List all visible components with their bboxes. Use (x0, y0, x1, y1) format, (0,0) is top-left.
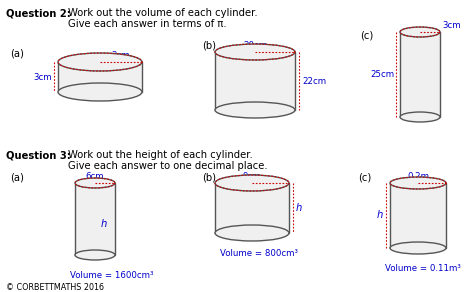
Text: 6cm: 6cm (86, 172, 104, 181)
Text: (b): (b) (202, 40, 216, 50)
Text: h: h (377, 211, 383, 220)
Text: Work out the height of each cylinder.: Work out the height of each cylinder. (68, 150, 253, 160)
Ellipse shape (390, 242, 446, 254)
Text: (b): (b) (202, 173, 216, 183)
Ellipse shape (75, 178, 115, 188)
Text: (c): (c) (358, 173, 371, 183)
Bar (215, 183, 289, 233)
Ellipse shape (215, 44, 295, 60)
Text: 2cm: 2cm (112, 51, 130, 60)
Ellipse shape (215, 102, 295, 118)
Ellipse shape (400, 27, 440, 37)
Text: Give each answer in terms of π.: Give each answer in terms of π. (68, 19, 227, 29)
Text: Volume = 800cm³: Volume = 800cm³ (220, 249, 298, 258)
Text: 9cm: 9cm (243, 172, 261, 181)
Bar (58, 62, 142, 92)
Ellipse shape (400, 112, 440, 122)
Text: 3cm: 3cm (33, 72, 52, 81)
Text: Give each answer to one decimal place.: Give each answer to one decimal place. (68, 161, 268, 171)
Text: Question 3:: Question 3: (6, 150, 71, 160)
Text: © CORBETTMATHS 2016: © CORBETTMATHS 2016 (6, 283, 104, 292)
Ellipse shape (215, 225, 289, 241)
Bar (400, 32, 440, 117)
Bar (75, 183, 115, 255)
Text: 0.2m: 0.2m (407, 172, 429, 181)
Text: 22cm: 22cm (302, 77, 326, 86)
Text: h: h (296, 203, 302, 213)
Ellipse shape (58, 83, 142, 101)
Ellipse shape (390, 177, 446, 189)
Text: Work out the volume of each cylinder.: Work out the volume of each cylinder. (68, 8, 258, 18)
Ellipse shape (75, 250, 115, 260)
Ellipse shape (215, 175, 289, 191)
Text: 3cm: 3cm (442, 21, 461, 30)
Ellipse shape (58, 53, 142, 71)
Text: (a): (a) (10, 173, 24, 183)
Text: 25cm: 25cm (370, 70, 394, 79)
Text: (c): (c) (360, 30, 373, 40)
Text: 20cm: 20cm (243, 41, 267, 50)
Bar (215, 52, 295, 110)
Bar (390, 183, 446, 248)
Text: Volume = 0.11m³: Volume = 0.11m³ (385, 264, 461, 273)
Text: (a): (a) (10, 48, 24, 58)
Text: Volume = 1600cm³: Volume = 1600cm³ (70, 271, 154, 280)
Text: h: h (101, 219, 108, 229)
Text: Question 2:: Question 2: (6, 8, 71, 18)
